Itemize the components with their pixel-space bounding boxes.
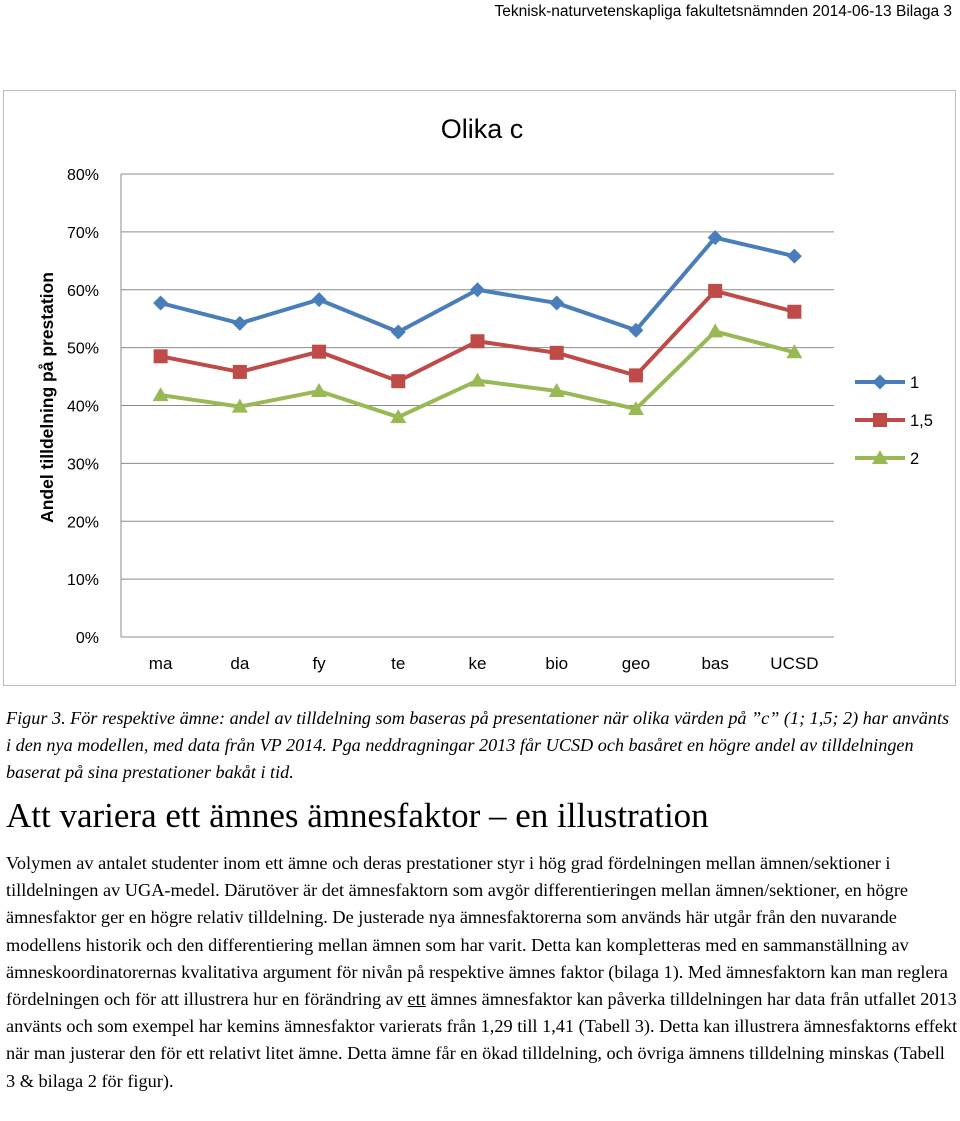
data-point-2-da [231, 398, 248, 413]
legend-label-2: 2 [910, 450, 919, 468]
x-tick-label: UCSD [770, 654, 818, 673]
body-paragraph: Volymen av antalet studenter inom ett äm… [6, 850, 958, 1095]
data-point-2-fy [311, 383, 328, 398]
x-tick-label: fy [312, 654, 326, 673]
legend-marker-2 [872, 450, 888, 464]
data-point-1-geo [628, 322, 644, 338]
body-text-underlined: ett [407, 989, 426, 1010]
x-tick-label: bio [545, 654, 568, 673]
data-point-1,5-ma [153, 349, 168, 364]
y-tick-label: 80% [67, 167, 99, 184]
data-point-1,5-te [391, 374, 406, 389]
y-tick-label: 10% [67, 572, 99, 589]
legend-marker-1,5 [873, 413, 887, 427]
data-point-2-UCSD [786, 344, 803, 359]
body-text-part2: ämnes ämnesfaktor kan påverka tilldelnin… [6, 989, 958, 1091]
data-point-1-ma [153, 295, 169, 311]
x-tick-label: geo [622, 654, 650, 673]
data-point-1,5-ke [470, 334, 485, 349]
chart-title: Olika c [441, 114, 524, 144]
x-tick-label: bas [701, 654, 728, 673]
figure-caption: Figur 3. För respektive ämne: andel av t… [6, 708, 950, 782]
chart-canvas: Olika c 0% 10% 20% 30% 40% 50% 60% 70% 80% Andel t… [37, 114, 933, 673]
section-heading: Att variera ett ämnes ämnesfaktor – en i… [6, 796, 709, 835]
data-point-2-ke [469, 372, 486, 387]
data-point-1,5-UCSD [787, 304, 802, 319]
x-tick-label: ma [149, 654, 173, 673]
data-point-2-geo [627, 400, 644, 415]
y-tick-label: 60% [67, 283, 99, 300]
x-tick-label: te [391, 654, 405, 673]
body-text-part1: Volymen av antalet studenter inom ett äm… [6, 853, 948, 1010]
data-point-1-ke [470, 282, 485, 298]
legend-label-1: 1 [910, 374, 919, 392]
data-point-1-bas [707, 230, 723, 246]
y-tick-label: 30% [67, 456, 99, 473]
data-point-1,5-geo [628, 368, 643, 383]
x-tick-label: da [230, 654, 249, 673]
data-point-2-bas [707, 323, 724, 338]
x-tick-label: ke [469, 654, 487, 673]
line-chart: Olika c 0% 10% 20% 30% 40% 50% 60% 70% 80% Andel t… [3, 90, 956, 686]
data-point-1-te [390, 324, 406, 340]
data-point-1-fy [311, 292, 327, 308]
page-header: Teknisk-naturvetenskapliga fakultetsnämn… [494, 3, 952, 20]
data-point-1-da [232, 315, 248, 331]
y-axis-label: Andel tilldelning på prestation [37, 272, 57, 523]
legend-marker-1 [872, 374, 888, 390]
y-tick-label: 50% [67, 341, 99, 358]
data-point-1,5-da [232, 364, 247, 379]
data-point-1-UCSD [786, 248, 802, 264]
data-point-2-ma [152, 387, 169, 402]
y-tick-label: 20% [67, 514, 99, 531]
y-tick-label: 40% [67, 399, 99, 416]
data-point-1,5-fy [312, 344, 327, 359]
y-tick-label: 70% [67, 225, 99, 242]
data-point-2-bio [548, 383, 565, 398]
data-point-2-te [390, 409, 407, 424]
data-point-1,5-bio [549, 345, 564, 360]
legend-label-1,5: 1,5 [910, 412, 933, 430]
data-point-1-bio [549, 295, 565, 311]
y-tick-label: 0% [76, 630, 99, 647]
data-point-1,5-bas [708, 283, 723, 298]
